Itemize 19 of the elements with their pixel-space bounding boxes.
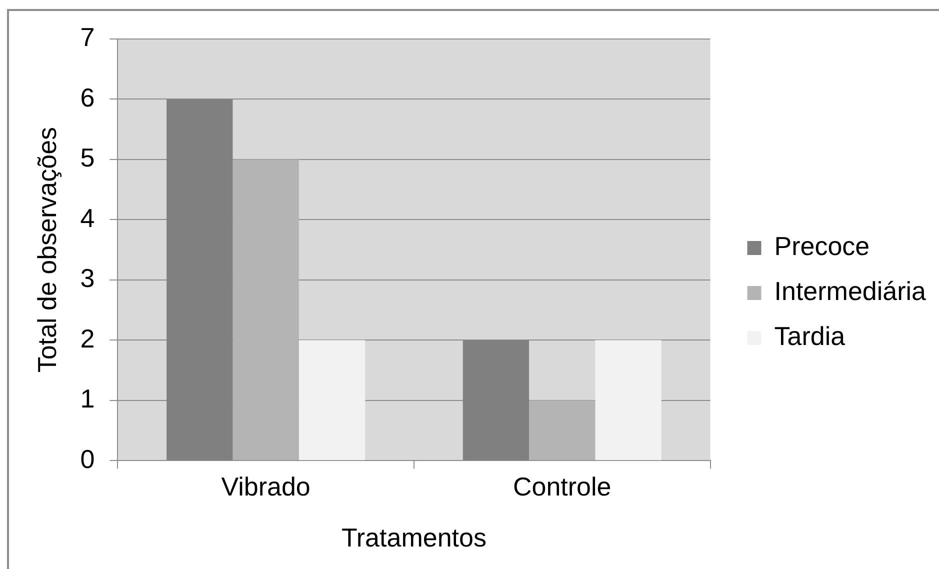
x-tick-label: Vibrado <box>221 471 310 502</box>
y-tick-label: 4 <box>80 202 95 233</box>
bar <box>298 340 366 460</box>
y-tick-label: 1 <box>80 384 95 414</box>
bar <box>595 340 662 460</box>
bar <box>529 400 596 460</box>
bar <box>232 159 299 460</box>
y-tick-label: 6 <box>80 82 95 112</box>
legend-label: Tardia <box>774 321 846 352</box>
y-tick-label: 7 <box>80 22 95 52</box>
legend-label: Intermediária <box>774 276 927 306</box>
legend-label: Precoce <box>774 231 870 262</box>
y-tick-label: 3 <box>80 263 95 294</box>
x-tick-label: Controle <box>512 471 612 502</box>
y-tick-label: 5 <box>80 142 95 173</box>
y-axis-title: Total de observações <box>32 126 62 373</box>
x-axis-title: Tratamentos <box>341 522 486 553</box>
y-tick-label: 2 <box>80 323 95 354</box>
y-tick-label: 0 <box>80 444 95 474</box>
